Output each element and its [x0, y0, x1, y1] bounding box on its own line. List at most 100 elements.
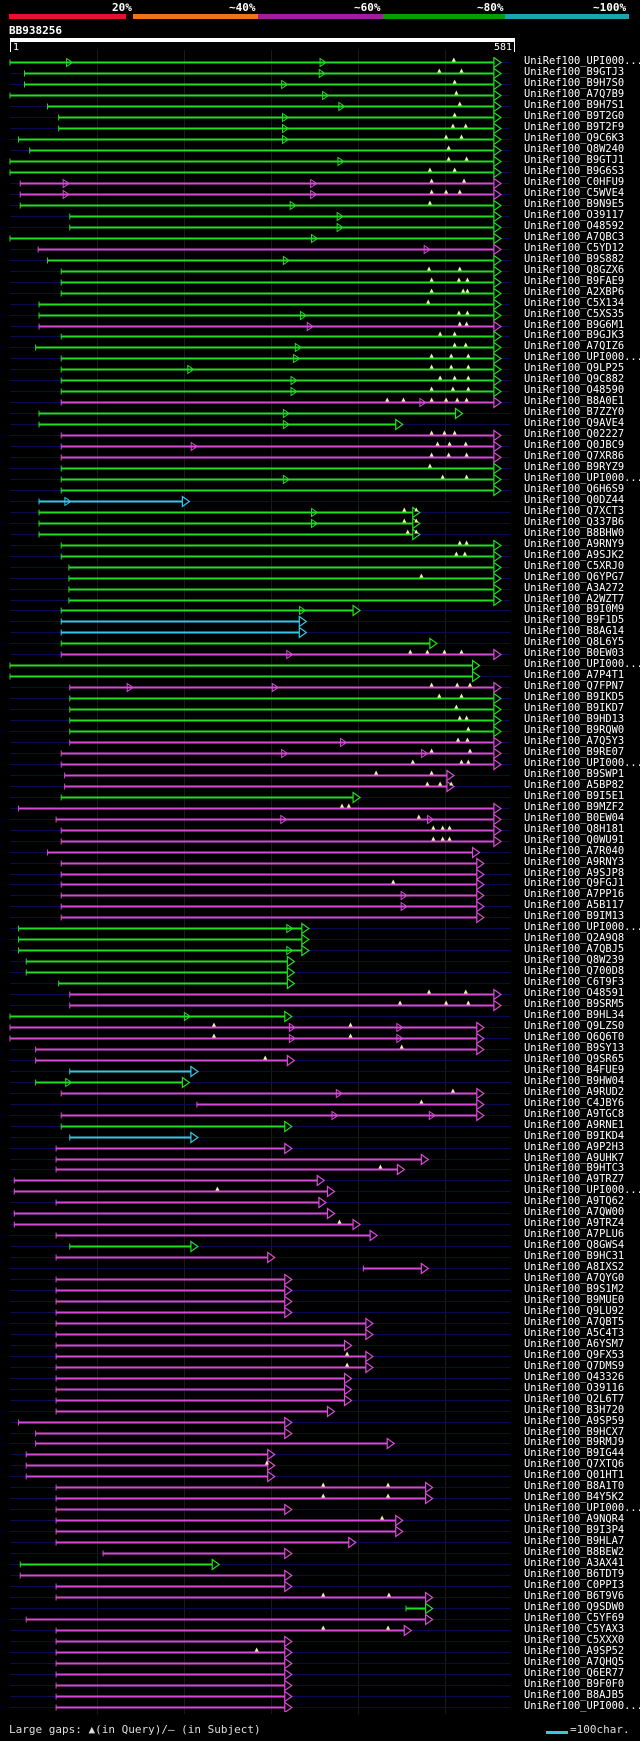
hit-label[interactable]: UniRef100_A7P4T1	[524, 669, 625, 681]
hit-label[interactable]: UniRef100_A9RNY9	[524, 538, 625, 550]
hit-label[interactable]: UniRef100_Q6YPG7	[524, 571, 625, 583]
hit-label[interactable]: UniRef100_B9RMJ9	[524, 1436, 625, 1448]
hit-label[interactable]: UniRef100_A9RNE1	[524, 1119, 625, 1131]
hit-label[interactable]: UniRef100_UPI000...	[524, 757, 640, 769]
hit-label[interactable]: UniRef100_Q7FPN7	[524, 680, 625, 692]
hit-label[interactable]: UniRef100_A7R040	[524, 845, 625, 857]
hit-label[interactable]: UniRef100_Q9FX53	[524, 1349, 625, 1361]
hit-label[interactable]: UniRef100_C5XS35	[524, 308, 625, 320]
hit-label[interactable]: UniRef100_Q8W239	[524, 954, 625, 966]
hit-label[interactable]: UniRef100_B4FUE9	[524, 1064, 625, 1076]
hit-label[interactable]: UniRef100_A7QIZ6	[524, 340, 625, 352]
hit-label[interactable]: UniRef100_Q337B6	[524, 516, 625, 528]
hit-label[interactable]: UniRef100_B9IKD4	[524, 1130, 625, 1142]
hit-label[interactable]: UniRef100_B9HW04	[524, 1075, 625, 1087]
hit-label[interactable]: UniRef100_B9IKD7	[524, 702, 625, 714]
hit-label[interactable]: UniRef100_Q02227	[524, 428, 625, 440]
hit-label[interactable]: UniRef100_A5C4T3	[524, 1327, 625, 1339]
hit-label[interactable]: UniRef100_A9RUD2	[524, 1086, 625, 1098]
hit-label[interactable]: UniRef100_Q01HT1	[524, 1469, 625, 1481]
hit-label[interactable]: UniRef100_A3A272	[524, 582, 625, 594]
hit-label[interactable]: UniRef100_B7ZZY0	[524, 406, 625, 418]
hit-label[interactable]: UniRef100_B9S1M2	[524, 1283, 625, 1295]
hit-label[interactable]: UniRef100_A3AX41	[524, 1557, 625, 1569]
hit-label[interactable]: UniRef100_B9RYZ9	[524, 461, 625, 473]
hit-label[interactable]: UniRef100_A2XBP6	[524, 286, 625, 298]
hit-label[interactable]: UniRef100_Q9LP25	[524, 362, 625, 374]
hit-label[interactable]: UniRef100_UPI000...	[524, 472, 640, 484]
hit-label[interactable]: UniRef100_B9SRM5	[524, 998, 625, 1010]
hit-label[interactable]: UniRef100_C4JBY6	[524, 1097, 625, 1109]
hit-label[interactable]: UniRef100_Q700D8	[524, 965, 625, 977]
hit-label[interactable]: UniRef100_C0HFU9	[524, 176, 625, 188]
hit-label[interactable]: UniRef100_B9IG44	[524, 1447, 625, 1459]
hit-label[interactable]: UniRef100_A9UHK7	[524, 1152, 625, 1164]
hit-label[interactable]: UniRef100_B9H7S1	[524, 99, 625, 111]
hit-label[interactable]: UniRef100_C5YAX3	[524, 1623, 625, 1635]
hit-label[interactable]: UniRef100_Q9LZS0	[524, 1020, 625, 1032]
hit-label[interactable]: UniRef100_C5X134	[524, 297, 625, 309]
hit-label[interactable]: UniRef100_A9TQ62	[524, 1195, 625, 1207]
hit-label[interactable]: UniRef100_B9T2F9	[524, 121, 625, 133]
hit-label[interactable]: UniRef100_B9G6S3	[524, 165, 625, 177]
hit-label[interactable]: UniRef100_A8IXS2	[524, 1261, 625, 1273]
hit-label[interactable]: UniRef100_Q9SDW0	[524, 1601, 625, 1613]
hit-label[interactable]: UniRef100_B8A1T0	[524, 1480, 625, 1492]
hit-label[interactable]: UniRef100_A2WZT7	[524, 593, 625, 605]
hit-label[interactable]: UniRef100_Q2L6T7	[524, 1393, 625, 1405]
hit-label[interactable]: UniRef100_C6T9F3	[524, 976, 625, 988]
hit-label[interactable]: UniRef100_Q9LU92	[524, 1305, 625, 1317]
hit-label[interactable]: UniRef100_Q9C882	[524, 373, 625, 385]
hit-label[interactable]: UniRef100_O48590	[524, 384, 625, 396]
hit-label[interactable]: UniRef100_B4Y5K2	[524, 1491, 625, 1503]
hit-label[interactable]: UniRef100_UPI000...	[524, 921, 640, 933]
hit-label[interactable]: UniRef100_Q43326	[524, 1371, 625, 1383]
hit-label[interactable]: UniRef100_A7PLU6	[524, 1228, 625, 1240]
hit-label[interactable]: UniRef100_B9MUE0	[524, 1294, 625, 1306]
hit-label[interactable]: UniRef100_UPI000...	[524, 55, 640, 67]
hit-label[interactable]: UniRef100_B8BHW0	[524, 527, 625, 539]
hit-label[interactable]: UniRef100_Q0WU91	[524, 834, 625, 846]
hit-label[interactable]: UniRef100_B8BEW2	[524, 1546, 625, 1558]
hit-label[interactable]: UniRef100_Q2A9Q8	[524, 932, 625, 944]
hit-label[interactable]: UniRef100_B9GJK3	[524, 329, 625, 341]
hit-label[interactable]: UniRef100_A6YSM7	[524, 1338, 625, 1350]
hit-label[interactable]: UniRef100_Q6ER77	[524, 1667, 625, 1679]
hit-label[interactable]: UniRef100_C5XXX0	[524, 1634, 625, 1646]
hit-label[interactable]: UniRef100_Q9FGJ1	[524, 877, 625, 889]
hit-label[interactable]: UniRef100_B9GTJ3	[524, 66, 625, 78]
hit-label[interactable]: UniRef100_B9G6M1	[524, 319, 625, 331]
hit-label[interactable]: UniRef100_B9RE07	[524, 746, 625, 758]
hit-label[interactable]: UniRef100_B9RQW0	[524, 724, 625, 736]
hit-label[interactable]: UniRef100_A9TRZ7	[524, 1173, 625, 1185]
hit-label[interactable]: UniRef100_B9HTC3	[524, 1162, 625, 1174]
hit-label[interactable]: UniRef100_B9F1D5	[524, 614, 625, 626]
hit-label[interactable]: UniRef100_B9I0M9	[524, 603, 625, 615]
hit-label[interactable]: UniRef100_A9TRZ4	[524, 1217, 625, 1229]
hit-label[interactable]: UniRef100_A9P2H3	[524, 1141, 625, 1153]
hit-label[interactable]: UniRef100_Q8GZX6	[524, 264, 625, 276]
hit-label[interactable]: UniRef100_C0PPI3	[524, 1579, 625, 1591]
hit-label[interactable]: UniRef100_B9I5E1	[524, 790, 625, 802]
hit-label[interactable]: UniRef100_Q7XR86	[524, 450, 625, 462]
hit-label[interactable]: UniRef100_UPI000...	[524, 1184, 640, 1196]
hit-label[interactable]: UniRef100_Q9AVE4	[524, 417, 625, 429]
hit-label[interactable]: UniRef100_B9HC31	[524, 1250, 625, 1262]
hit-label[interactable]: UniRef100_B3H720	[524, 1404, 625, 1416]
hit-label[interactable]: UniRef100_B9HCX7	[524, 1426, 625, 1438]
hit-label[interactable]: UniRef100_B9SY13	[524, 1042, 625, 1054]
hit-label[interactable]: UniRef100_A7PP16	[524, 888, 625, 900]
hit-label[interactable]: UniRef100_A5B117	[524, 899, 625, 911]
hit-label[interactable]: UniRef100_B9SWP1	[524, 768, 625, 780]
hit-label[interactable]: UniRef100_Q0DZ44	[524, 494, 625, 506]
hit-label[interactable]: UniRef100_Q9SR65	[524, 1053, 625, 1065]
hit-label[interactable]: UniRef100_B9FAE9	[524, 275, 625, 287]
hit-label[interactable]: UniRef100_Q7DMS9	[524, 1360, 625, 1372]
hit-label[interactable]: UniRef100_B9HLA7	[524, 1535, 625, 1547]
hit-label[interactable]: UniRef100_B8A0E1	[524, 395, 625, 407]
hit-label[interactable]: UniRef100_B9I3P4	[524, 1524, 625, 1536]
hit-label[interactable]: UniRef100_Q8GWS4	[524, 1239, 625, 1251]
hit-label[interactable]: UniRef100_A9NQR4	[524, 1513, 625, 1525]
hit-label[interactable]: UniRef100_C5YD12	[524, 242, 625, 254]
hit-label[interactable]: UniRef100_A7Q7B9	[524, 88, 625, 100]
